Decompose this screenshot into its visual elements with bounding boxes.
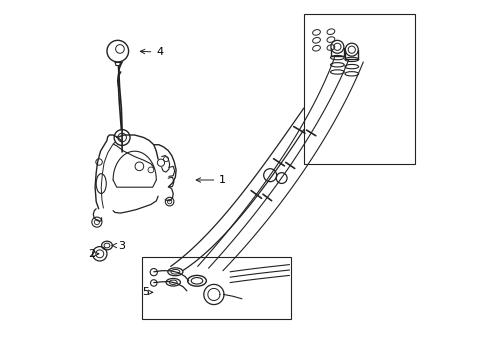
Bar <box>142 257 291 319</box>
Text: 1: 1 <box>196 175 226 185</box>
Text: 5: 5 <box>142 287 152 297</box>
Bar <box>303 14 415 164</box>
Text: 2: 2 <box>88 249 99 259</box>
Text: 4: 4 <box>140 47 163 57</box>
Text: 3: 3 <box>112 240 124 251</box>
